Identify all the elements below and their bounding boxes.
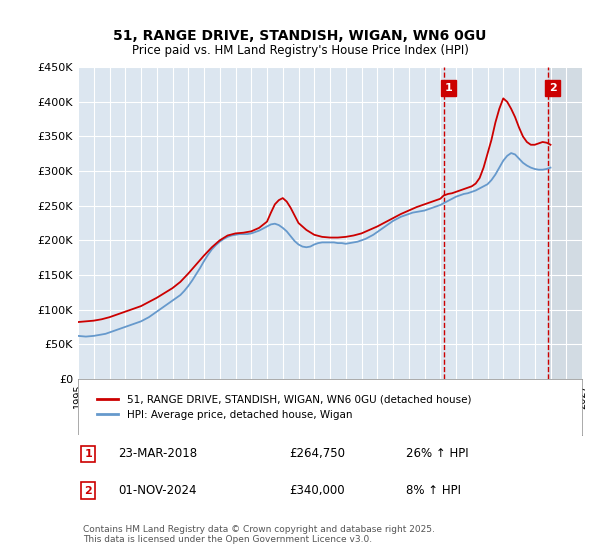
Text: 51, RANGE DRIVE, STANDISH, WIGAN, WN6 0GU: 51, RANGE DRIVE, STANDISH, WIGAN, WN6 0G… <box>113 29 487 44</box>
Text: £264,750: £264,750 <box>290 447 346 460</box>
Text: 1: 1 <box>445 83 452 93</box>
Text: 2: 2 <box>84 486 92 496</box>
Text: 1: 1 <box>84 449 92 459</box>
Text: 8% ↑ HPI: 8% ↑ HPI <box>406 484 461 497</box>
Text: £340,000: £340,000 <box>290 484 346 497</box>
Text: 26% ↑ HPI: 26% ↑ HPI <box>406 447 468 460</box>
Text: Contains HM Land Registry data © Crown copyright and database right 2025.
This d: Contains HM Land Registry data © Crown c… <box>83 525 435 544</box>
Text: 01-NOV-2024: 01-NOV-2024 <box>118 484 197 497</box>
Bar <box>548 67 582 379</box>
Legend: 51, RANGE DRIVE, STANDISH, WIGAN, WN6 0GU (detached house), HPI: Average price, : 51, RANGE DRIVE, STANDISH, WIGAN, WN6 0G… <box>93 390 475 424</box>
Text: 2: 2 <box>549 83 557 93</box>
Text: 23-MAR-2018: 23-MAR-2018 <box>118 447 197 460</box>
Text: Price paid vs. HM Land Registry's House Price Index (HPI): Price paid vs. HM Land Registry's House … <box>131 44 469 57</box>
